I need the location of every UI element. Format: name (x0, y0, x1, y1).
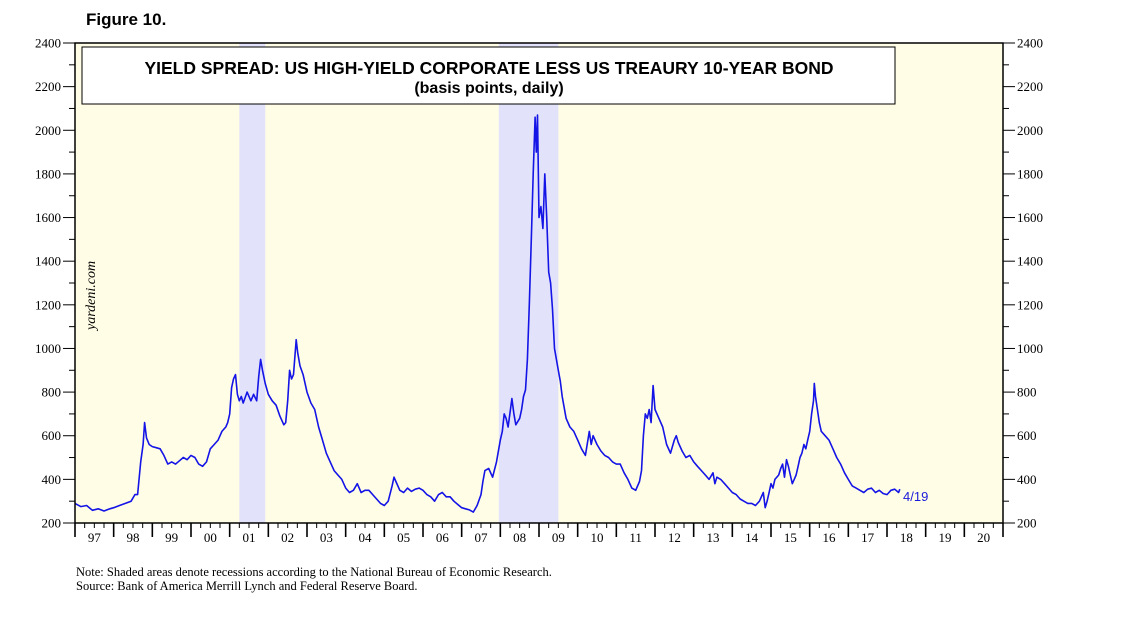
y-tick-label-right: 400 (1017, 472, 1037, 487)
y-tick-label-left: 1400 (35, 254, 61, 269)
x-tick-label: 07 (475, 530, 489, 545)
footnotes: Note: Shaded areas denote recessions acc… (76, 565, 552, 593)
recession-band (239, 43, 266, 523)
x-tick-label: 08 (513, 530, 526, 545)
x-tick-label: 98 (127, 530, 140, 545)
source-note: Source: Bank of America Merrill Lynch an… (76, 579, 418, 593)
x-tick-label: 97 (88, 530, 102, 545)
y-tick-label-right: 200 (1017, 516, 1037, 531)
y-axis-right-labels: 200 400 600 800 1000 1200 1400 1600 1800 2000 2200… (1017, 36, 1043, 531)
x-tick-label: 15 (784, 530, 797, 545)
x-tick-label: 99 (165, 530, 178, 545)
x-axis-labels: 97 98 99 00 01 02 03 04 05 06 07 08 09 10 11 12 13 14 15 16… (88, 530, 990, 545)
y-tick-label-right: 2400 (1017, 36, 1043, 51)
x-tick-label: 19 (939, 530, 952, 545)
x-tick-label: 13 (707, 530, 720, 545)
x-tick-label: 00 (204, 530, 217, 545)
y-tick-label-left: 200 (42, 516, 62, 531)
y-tick-label-right: 1200 (1017, 297, 1043, 312)
recession-band (498, 43, 559, 523)
x-tick-label: 09 (552, 530, 565, 545)
x-tick-label: 12 (668, 530, 681, 545)
y-tick-label-right: 1000 (1017, 341, 1043, 356)
x-tick-label: 17 (861, 530, 875, 545)
y-tick-label-left: 1600 (35, 210, 61, 225)
x-tick-label: 01 (243, 530, 256, 545)
y-tick-label-left: 800 (42, 385, 62, 400)
y-tick-label-left: 1200 (35, 297, 61, 312)
figure-label: Figure 10. (86, 10, 167, 29)
x-tick-label: 03 (320, 530, 333, 545)
y-tick-label-right: 1800 (1017, 166, 1043, 181)
title-box (81, 46, 896, 105)
y-tick-label-left: 400 (42, 472, 62, 487)
y-tick-label-left: 2400 (35, 36, 61, 51)
x-tick-label: 16 (823, 530, 837, 545)
y-tick-label-right: 800 (1017, 385, 1037, 400)
x-tick-label: 18 (900, 530, 913, 545)
y-tick-label-right: 1600 (1017, 210, 1043, 225)
y-axis-left-labels: 200 400 600 800 1000 1200 1400 1600 1800 2000 2200… (35, 36, 61, 531)
x-tick-label: 02 (281, 530, 294, 545)
recession-shading (239, 43, 559, 523)
x-tick-label: 10 (591, 530, 604, 545)
chart-subtitle: (basis points, daily) (414, 80, 563, 97)
x-tick-label: 04 (359, 530, 373, 545)
spread-series-line (74, 114, 901, 513)
y-tick-label-left: 2200 (35, 79, 61, 94)
y-tick-label-left: 600 (42, 428, 62, 443)
watermark: yardeni.com (84, 261, 99, 332)
plot-frame (74, 42, 1004, 524)
x-tick-label: 05 (397, 530, 410, 545)
x-tick-label: 06 (436, 530, 450, 545)
end-date-label: 4/19 (903, 489, 928, 504)
axis-ticks (63, 42, 1015, 537)
chart-title: YIELD SPREAD: US HIGH-YIELD CORPORATE LE… (144, 58, 833, 78)
y-tick-label-right: 2200 (1017, 79, 1043, 94)
y-tick-label-left: 2000 (35, 123, 61, 138)
y-tick-label-right: 2000 (1017, 123, 1043, 138)
yield-spread-chart: 2004006008001000120014001600180020002200… (35, 36, 1043, 546)
x-tick-label: 11 (629, 530, 642, 545)
y-tick-label-right: 1400 (1017, 254, 1043, 269)
x-tick-label: 20 (977, 530, 990, 545)
y-tick-label-left: 1000 (35, 341, 61, 356)
x-tick-label: 14 (745, 530, 759, 545)
y-tick-label-left: 1800 (35, 166, 61, 181)
y-tick-label-right: 600 (1017, 428, 1037, 443)
recession-note: Note: Shaded areas denote recessions acc… (76, 565, 552, 579)
